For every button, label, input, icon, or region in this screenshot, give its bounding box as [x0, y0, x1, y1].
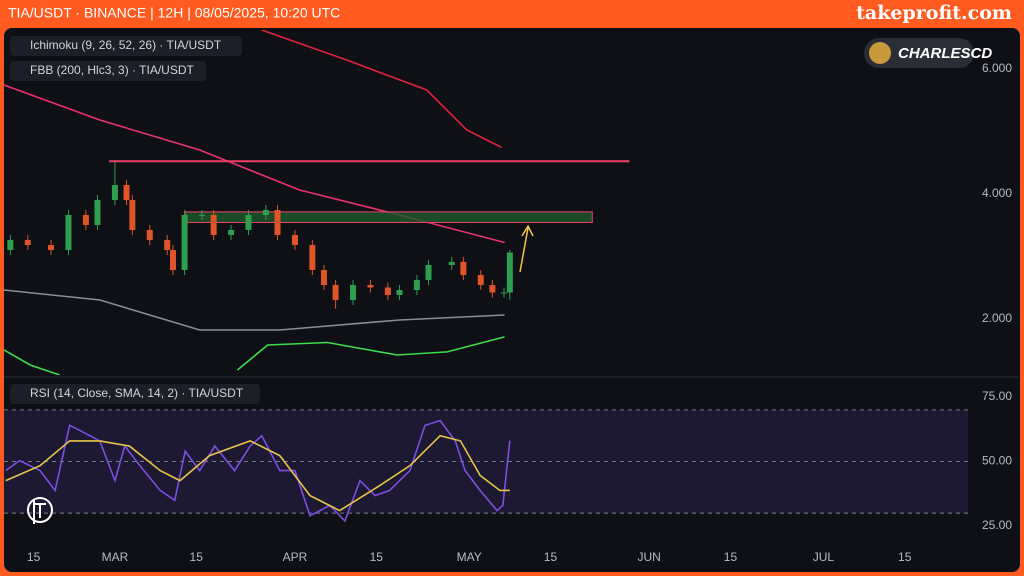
- candle-body: [501, 292, 508, 294]
- candle-body: [129, 200, 136, 230]
- candle-body: [262, 210, 269, 215]
- candle-body: [291, 235, 298, 245]
- indicator-line: [5, 434, 510, 512]
- candle-body: [210, 215, 217, 235]
- tp-logo: [27, 497, 53, 524]
- candle-body: [350, 285, 357, 300]
- y-tick-label: 4.000: [982, 186, 1012, 200]
- candle-body: [181, 215, 188, 270]
- chart-area: [4, 28, 1020, 572]
- candle-body: [123, 185, 130, 200]
- x-tick-label: JUL: [813, 550, 835, 564]
- x-tick-label: 15: [370, 550, 384, 564]
- legend-box: [10, 36, 242, 56]
- axes: 2.000 4.000 6.000 25.00 50.00 75.00 15 MAR 15 APR…: [27, 61, 1012, 564]
- candle-body: [477, 275, 484, 285]
- x-tick-label: JUN: [638, 550, 661, 564]
- y-tick-label: 50.00: [982, 454, 1012, 468]
- candle-body: [367, 285, 374, 288]
- y-tick-label: 25.00: [982, 518, 1012, 532]
- candle-body: [384, 287, 391, 295]
- candle-body: [7, 240, 14, 250]
- candle-body: [228, 230, 235, 235]
- indicator-line: [261, 30, 503, 149]
- candle-body: [332, 285, 339, 300]
- y-tick-label: 2.000: [982, 311, 1012, 325]
- x-tick-label: 15: [27, 550, 41, 564]
- indicator-line: [4, 349, 61, 375]
- candle-body: [448, 261, 455, 265]
- x-tick-label: MAY: [457, 550, 482, 564]
- logo-icon: [869, 42, 891, 64]
- brand: takeprofit.com: [856, 2, 1012, 24]
- x-tick-label: 15: [190, 550, 204, 564]
- candle-body: [245, 215, 252, 230]
- candle-body: [111, 185, 118, 200]
- candle-body: [413, 280, 420, 290]
- header-title: TIA/USDT · BINANCE | 12H | 08/05/2025, 1…: [8, 5, 340, 21]
- candle-body: [425, 265, 432, 280]
- price-pane: [4, 30, 630, 375]
- candle-body: [320, 270, 327, 285]
- rsi-label: RSI (14, Close, SMA, 14, 2) · TIA/USDT: [30, 386, 244, 400]
- candle-body: [274, 210, 281, 235]
- indicator-label: Ichimoku (9, 26, 52, 26) · TIA/USDT: [30, 38, 222, 52]
- candle-body: [82, 215, 89, 225]
- candle-body: [489, 285, 496, 293]
- y-tick-label: 75.00: [982, 389, 1012, 403]
- legend-box: [10, 61, 206, 81]
- rsi-pane: [4, 409, 968, 523]
- legend-box: [10, 384, 260, 404]
- indicator-line: [5, 419, 511, 523]
- indicator-line: [236, 336, 505, 371]
- x-tick-label: 15: [898, 550, 912, 564]
- x-tick-label: APR: [283, 550, 308, 564]
- candle-body: [146, 230, 153, 240]
- y-tick-label: 6.000: [982, 61, 1012, 75]
- candle-body: [506, 252, 513, 293]
- arrow: [519, 224, 534, 273]
- logo-pill: [864, 38, 974, 68]
- candle-body: [164, 240, 171, 250]
- indicator-line: [4, 289, 505, 331]
- x-tick-label: MAR: [102, 550, 129, 564]
- candle-body: [309, 245, 316, 270]
- logo-text: CHARLESCD: [898, 45, 992, 62]
- candle-body: [65, 215, 72, 250]
- candle-body: [169, 250, 176, 270]
- x-tick-label: 15: [724, 550, 738, 564]
- candle-body: [199, 215, 206, 216]
- candle-body: [460, 261, 467, 275]
- indicator-label: FBB (200, Hlc3, 3) · TIA/USDT: [30, 63, 194, 77]
- candle-body: [94, 200, 101, 225]
- x-tick-label: 15: [544, 550, 558, 564]
- candle-body: [48, 245, 55, 250]
- candle-body: [24, 240, 31, 245]
- candle-body: [396, 290, 403, 295]
